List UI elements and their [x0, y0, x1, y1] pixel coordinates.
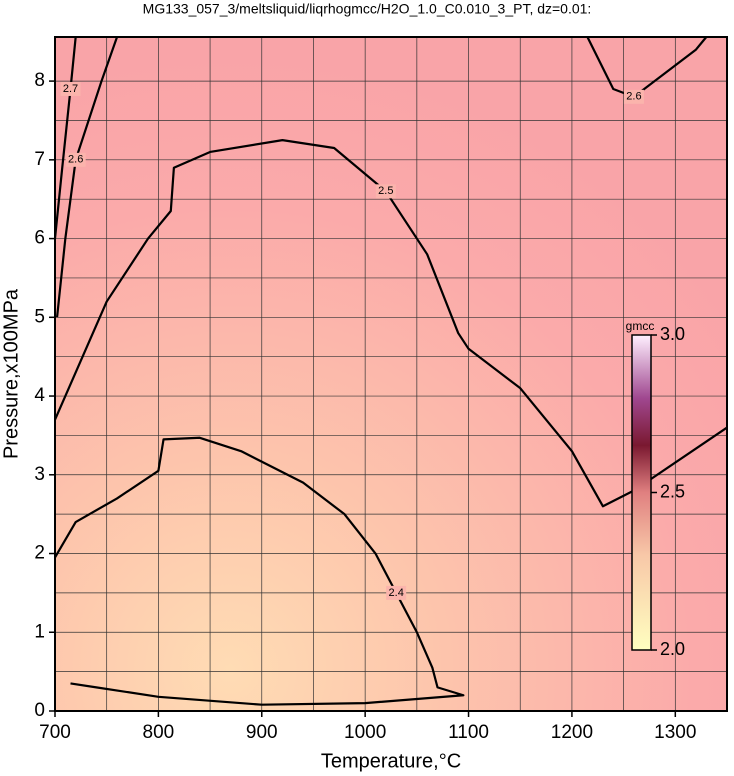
contour-line — [54, 436, 465, 706]
x-tick-label: 1300 — [654, 722, 696, 743]
contour-line — [53, 36, 77, 239]
contour-label: 2.6 — [68, 154, 83, 166]
y-tick-label: 4 — [34, 385, 45, 406]
contour-label-bg — [386, 585, 407, 600]
contour-label-bg — [375, 184, 396, 199]
colorbar-axis: 2.0 2.5 3.0 — [651, 324, 685, 659]
y-tick-label: 1 — [34, 621, 45, 642]
colorbar-tick-label: 2.5 — [660, 481, 685, 501]
x-tick-label: 1100 — [448, 722, 489, 743]
plot-frame — [54, 36, 728, 712]
y-tick-label: 6 — [34, 228, 45, 249]
y-axis-label: Pressure,x100MPa — [0, 288, 22, 459]
y-tick-label: 8 — [34, 70, 45, 91]
grid — [54, 37, 727, 711]
colorbar-tick-label: 2.0 — [660, 639, 685, 659]
contour-label: 2.5 — [378, 185, 393, 197]
plot-background — [55, 37, 727, 711]
y-tick-label: 2 — [34, 543, 45, 564]
contour-label: 2.6 — [626, 91, 641, 103]
contour-label: 2.4 — [389, 587, 404, 599]
chart-title: MG133_057_3/meltsliquid/liqrhogmcc/H2O_1… — [143, 1, 592, 17]
x-tick-label: 1200 — [551, 722, 593, 743]
colorbar-tick-label: 3.0 — [660, 324, 685, 344]
contour-label-bg — [623, 89, 644, 104]
y-tick-label: 5 — [34, 306, 45, 327]
y-tick-label: 3 — [34, 464, 45, 485]
axes: 700 800 900 1000 1100 1200 1300 0 1 2 3 4 5 6 7 8 — [34, 70, 696, 743]
y-tick-label: 0 — [34, 700, 45, 721]
x-tick-label: 1000 — [344, 722, 386, 743]
x-axis-label: Temperature,°C — [321, 750, 461, 772]
contour-label-bg — [60, 81, 81, 96]
contour-label-bg — [65, 152, 86, 167]
y-tick-label: 7 — [34, 149, 45, 170]
contour-label: 2.7 — [63, 83, 78, 95]
contours: 2.5 2.4 2.6 2.6 2.7 — [53, 36, 728, 706]
x-tick-label: 700 — [39, 722, 71, 743]
x-tick-label: 900 — [246, 722, 278, 743]
colorbar-label: gmcc — [626, 319, 655, 333]
colorbar — [631, 334, 652, 651]
x-tick-label: 800 — [143, 722, 175, 743]
